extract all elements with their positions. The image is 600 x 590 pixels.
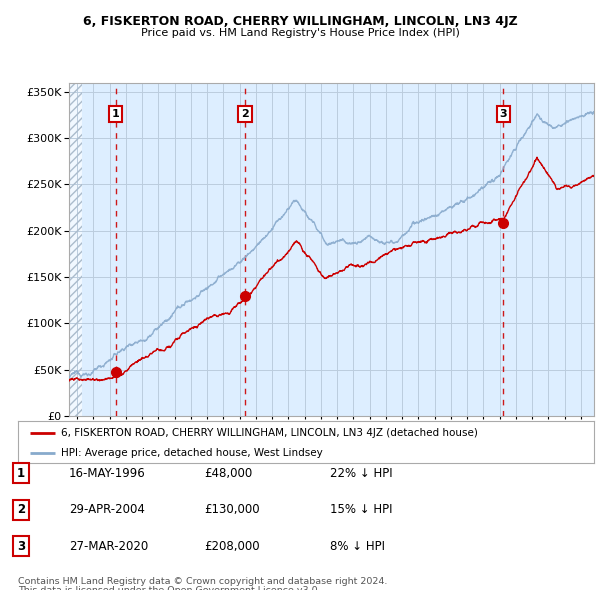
Text: 16-MAY-1996: 16-MAY-1996	[69, 467, 146, 480]
Text: HPI: Average price, detached house, West Lindsey: HPI: Average price, detached house, West…	[61, 448, 323, 457]
Text: 29-APR-2004: 29-APR-2004	[69, 503, 145, 516]
Text: 2: 2	[241, 109, 249, 119]
Text: 6, FISKERTON ROAD, CHERRY WILLINGHAM, LINCOLN, LN3 4JZ (detached house): 6, FISKERTON ROAD, CHERRY WILLINGHAM, LI…	[61, 428, 478, 438]
Bar	[69, 83, 82, 416]
Text: 6, FISKERTON ROAD, CHERRY WILLINGHAM, LINCOLN, LN3 4JZ: 6, FISKERTON ROAD, CHERRY WILLINGHAM, LI…	[83, 15, 517, 28]
Text: £208,000: £208,000	[204, 540, 260, 553]
Text: 22% ↓ HPI: 22% ↓ HPI	[330, 467, 392, 480]
Text: Contains HM Land Registry data © Crown copyright and database right 2024.: Contains HM Land Registry data © Crown c…	[18, 577, 388, 586]
Text: £48,000: £48,000	[204, 467, 252, 480]
Text: Price paid vs. HM Land Registry's House Price Index (HPI): Price paid vs. HM Land Registry's House …	[140, 28, 460, 38]
Text: 27-MAR-2020: 27-MAR-2020	[69, 540, 148, 553]
Text: 2: 2	[17, 503, 25, 516]
Bar	[69, 83, 82, 416]
Text: 1: 1	[17, 467, 25, 480]
Text: 3: 3	[500, 109, 507, 119]
Text: 1: 1	[112, 109, 119, 119]
Text: £130,000: £130,000	[204, 503, 260, 516]
Text: 3: 3	[17, 540, 25, 553]
Text: This data is licensed under the Open Government Licence v3.0.: This data is licensed under the Open Gov…	[18, 586, 320, 590]
Text: 8% ↓ HPI: 8% ↓ HPI	[330, 540, 385, 553]
Text: 15% ↓ HPI: 15% ↓ HPI	[330, 503, 392, 516]
